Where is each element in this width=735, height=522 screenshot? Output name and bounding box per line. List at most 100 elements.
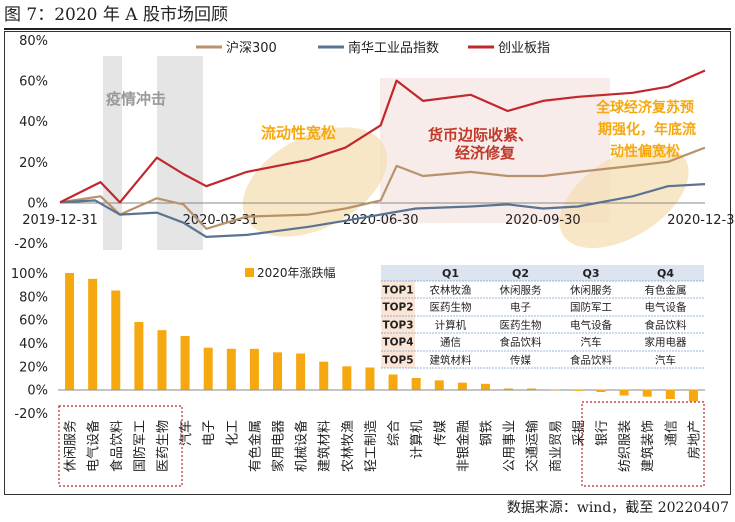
table-rowhead-bg — [381, 316, 415, 333]
bar-legend-label: 2020年涨跌幅 — [257, 265, 336, 280]
table-cell: 家用电器 — [645, 336, 687, 349]
table-rowhead-bg — [381, 298, 415, 316]
bar — [342, 366, 352, 390]
y-tick-label: -20% — [14, 407, 48, 422]
bar — [665, 389, 675, 399]
table-header-cell: Q2 — [512, 267, 529, 280]
table-cell: 汽车 — [655, 354, 676, 367]
legend-label: 南华工业品指数 — [348, 40, 439, 56]
table-cell: TOP5 — [382, 355, 413, 367]
bar — [434, 380, 444, 390]
bar — [249, 348, 259, 390]
legend-label: 创业板指 — [498, 41, 550, 56]
category-label: 公用事业 — [503, 420, 518, 472]
category-label: 化工 — [225, 420, 240, 446]
category-label: 国防军工 — [132, 420, 148, 472]
line-chart-y-axis: -20% 0% 20% 40% 60% 80% — [14, 34, 48, 252]
bar — [688, 389, 698, 402]
figure-frame — [4, 31, 731, 495]
table-body-bg — [381, 281, 704, 368]
liquidity-ellipse — [242, 127, 388, 237]
table-cell: 医药生物 — [500, 319, 542, 332]
table-cell: TOP2 — [382, 302, 413, 314]
y-tick-label: 40% — [19, 115, 48, 130]
category-label: 商业贸易 — [549, 420, 564, 472]
annotation-recovery-3: 动性偏宽松 — [610, 143, 680, 160]
category-label: 采掘 — [572, 420, 587, 446]
annotation-tightening-1: 货币边际收紧、 — [428, 126, 533, 144]
category-label: 食品饮料 — [109, 420, 125, 472]
category-label: 农林牧渔 — [341, 420, 356, 472]
bar — [365, 367, 375, 390]
bar — [319, 361, 329, 390]
y-tick-label: 20% — [19, 360, 48, 375]
bar — [411, 378, 421, 390]
category-label: 医药生物 — [156, 420, 171, 472]
figure-title: 图 7：2020 年 A 股市场回顾 — [4, 2, 731, 30]
table-header-cell: Q1 — [442, 267, 459, 280]
bar-chart-x-axis: 休闲服务 电气设备 食品饮料 国防军工 医药生物 汽车 电子 化工 有色金属 家用电器 机械设备 建筑… — [63, 420, 703, 472]
bar-legend-swatch — [245, 268, 254, 277]
series-line — [59, 146, 706, 230]
category-label: 有色金属 — [247, 420, 263, 472]
legend-label: 沪深300 — [226, 40, 277, 56]
table-rowhead-bg — [381, 281, 415, 298]
table-cell: 食品饮料 — [570, 354, 612, 367]
y-tick-label: 80% — [19, 290, 48, 305]
bar — [203, 347, 213, 390]
bar — [457, 382, 467, 390]
category-label: 钢铁 — [479, 420, 494, 446]
table-cell: 休闲服务 — [500, 284, 542, 297]
bar — [88, 278, 98, 390]
epidemic-shade-1 — [103, 56, 122, 250]
table-cell: 食品饮料 — [500, 336, 542, 349]
table-cell: 传媒 — [510, 354, 531, 367]
bar — [642, 389, 652, 397]
bottom-sectors-box — [581, 401, 705, 487]
annotation-recovery-1: 全球经济复苏预 — [595, 99, 694, 116]
top-sectors-box — [58, 405, 183, 487]
table-cell: 计算机 — [435, 319, 467, 332]
table-cell: 电子 — [510, 301, 531, 314]
table-cell: TOP1 — [382, 285, 413, 297]
line-chart-x-axis: 2019-12-31 2020-03-31 2020-06-30 2020-09-30… — [22, 213, 735, 228]
category-label: 非银金融 — [455, 420, 471, 472]
bar — [550, 389, 560, 391]
table-cell: 国防军工 — [570, 301, 612, 314]
bar — [296, 353, 306, 390]
bar — [527, 388, 537, 390]
x-tick-label: 2019-12-31 — [22, 213, 98, 228]
category-label: 综合 — [387, 420, 402, 446]
series-line — [59, 69, 706, 204]
category-label: 传媒 — [433, 420, 448, 446]
category-label: 房地产 — [686, 420, 702, 459]
line-chart: -20%0%20%40%60%80% 2019-12-31 2020-03-31 2… — [14, 34, 735, 252]
y-tick-label: 60% — [19, 75, 48, 90]
annotation-recovery-2: 期强化，年底流 — [598, 121, 696, 138]
table-cell: 电气设备 — [570, 319, 612, 332]
y-tick-label: 40% — [19, 337, 48, 352]
bar — [157, 330, 167, 390]
y-tick-label: -20% — [14, 237, 48, 252]
table-cell: 通信 — [440, 337, 461, 349]
y-tick-label: 20% — [19, 156, 48, 171]
table-cell: 汽车 — [581, 336, 602, 349]
table-cell: 建筑材料 — [430, 354, 472, 367]
bar — [619, 389, 629, 396]
category-label: 建筑装饰 — [640, 420, 656, 472]
y-tick-label: 80% — [19, 34, 48, 49]
x-tick-label: 2020-09-30 — [505, 213, 581, 228]
category-label: 家用电器 — [271, 420, 287, 472]
category-label: 轻工制造 — [364, 420, 379, 472]
annotation-tightening-2: 经济修复 — [455, 144, 516, 162]
category-label: 建筑材料 — [317, 420, 333, 472]
bar — [273, 352, 283, 390]
table-header-cell: Q3 — [582, 267, 599, 280]
category-label: 休闲服务 — [63, 420, 79, 472]
category-label: 计算机 — [410, 420, 425, 459]
x-tick-label: 2020-12-31 — [667, 213, 735, 228]
bar — [480, 383, 490, 390]
table-cell: TOP4 — [382, 337, 413, 349]
table-header-bg — [381, 265, 704, 281]
